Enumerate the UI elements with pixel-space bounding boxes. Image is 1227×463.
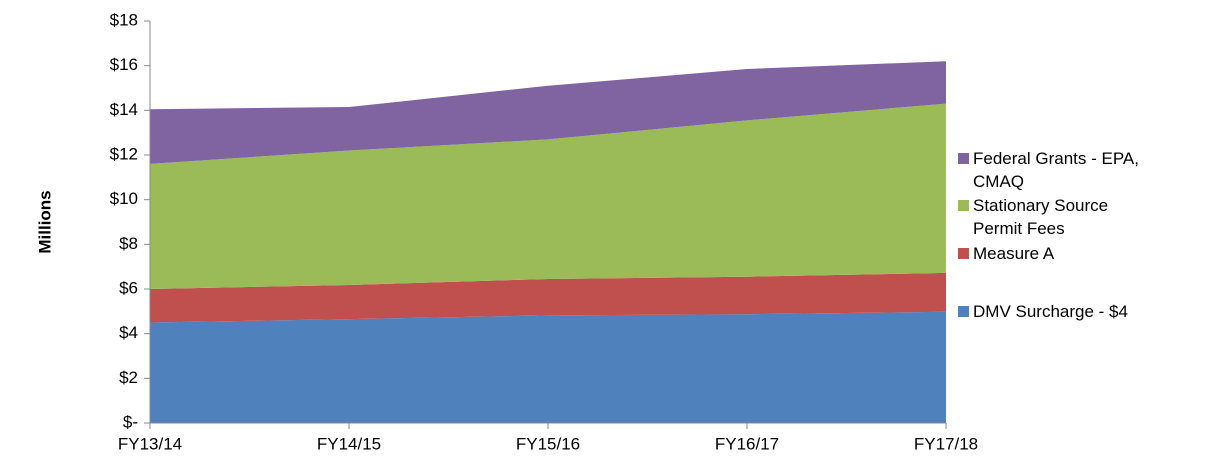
y-tick-label: $4	[119, 323, 138, 342]
y-tick-label: $12	[110, 144, 138, 163]
x-tick-label: FY17/18	[914, 434, 978, 453]
y-tick-label: $18	[110, 10, 138, 29]
area	[150, 311, 946, 423]
y-tick-label: $6	[119, 278, 138, 297]
area	[150, 272, 946, 323]
legend-swatch	[958, 200, 969, 211]
legend-label: Federal Grants - EPA, CMAQ	[973, 149, 1139, 191]
area	[150, 103, 946, 289]
legend-swatch	[958, 248, 969, 259]
x-tick-label: FY14/15	[317, 434, 381, 453]
x-tick-label: FY15/16	[516, 434, 580, 453]
legend-label: DMV Surcharge - $4	[973, 302, 1128, 321]
y-tick-label: $2	[119, 368, 138, 387]
y-tick-label: $14	[110, 100, 138, 119]
legend-label: Stationary Source Permit Fees	[973, 196, 1109, 238]
x-tick-label: FY16/17	[715, 434, 779, 453]
legend-swatch	[958, 306, 969, 317]
y-axis-label: Millions	[35, 190, 54, 253]
legend-item: Federal Grants - EPA, CMAQ	[958, 147, 1158, 193]
area	[150, 61, 946, 164]
y-tick-label: $8	[119, 234, 138, 253]
x-tick-label: FY13/14	[118, 434, 182, 453]
legend-item: Measure A	[958, 242, 1158, 265]
y-tick-label: $10	[110, 189, 138, 208]
y-tick-label: $-	[123, 412, 138, 431]
legend-label: Measure A	[973, 244, 1055, 263]
y-tick-label: $16	[110, 55, 138, 74]
legend-item: DMV Surcharge - $4	[958, 300, 1158, 323]
legend-item: Stationary Source Permit Fees	[958, 194, 1158, 240]
legend-swatch	[958, 153, 969, 164]
